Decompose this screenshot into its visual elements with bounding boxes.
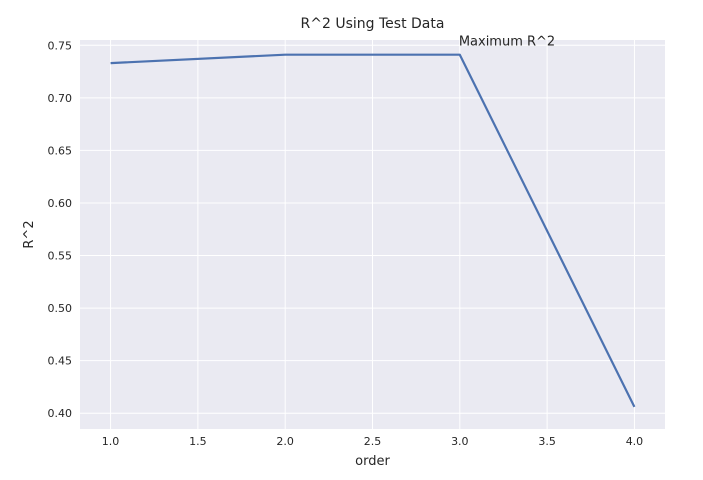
series-line — [110, 53, 636, 408]
y-tick-label: 0.60 — [48, 197, 73, 210]
y-tick-label: 0.50 — [48, 302, 73, 315]
x-axis-title: order — [355, 454, 390, 469]
x-tick-label: 1.5 — [189, 435, 207, 448]
x-tick-label: 2.5 — [364, 435, 382, 448]
x-tick-label: 1.0 — [102, 435, 120, 448]
y-axis-title: R^2 — [22, 220, 37, 248]
x-tick-label: 3.5 — [538, 435, 556, 448]
series-layer — [110, 53, 636, 408]
y-tick-labels: 0.40 0.45 0.50 0.55 0.60 0.65 0.70 0.75 — [48, 39, 73, 420]
x-tick-label: 4.0 — [626, 435, 644, 448]
y-tick-label: 0.55 — [48, 250, 73, 263]
y-tick-label: 0.75 — [48, 39, 73, 52]
grid-lines — [80, 40, 665, 429]
y-tick-label: 0.40 — [48, 407, 73, 420]
y-tick-label: 0.65 — [48, 144, 73, 157]
y-tick-label: 0.45 — [48, 355, 73, 368]
x-tick-label: 3.0 — [451, 435, 469, 448]
chart-title: R^2 Using Test Data — [301, 16, 445, 32]
annotation-maximum: Maximum R^2 — [459, 35, 555, 50]
x-tick-labels: 1.0 1.5 2.0 2.5 3.0 3.5 4.0 — [102, 435, 643, 448]
x-tick-label: 2.0 — [276, 435, 294, 448]
y-tick-label: 0.70 — [48, 92, 73, 105]
